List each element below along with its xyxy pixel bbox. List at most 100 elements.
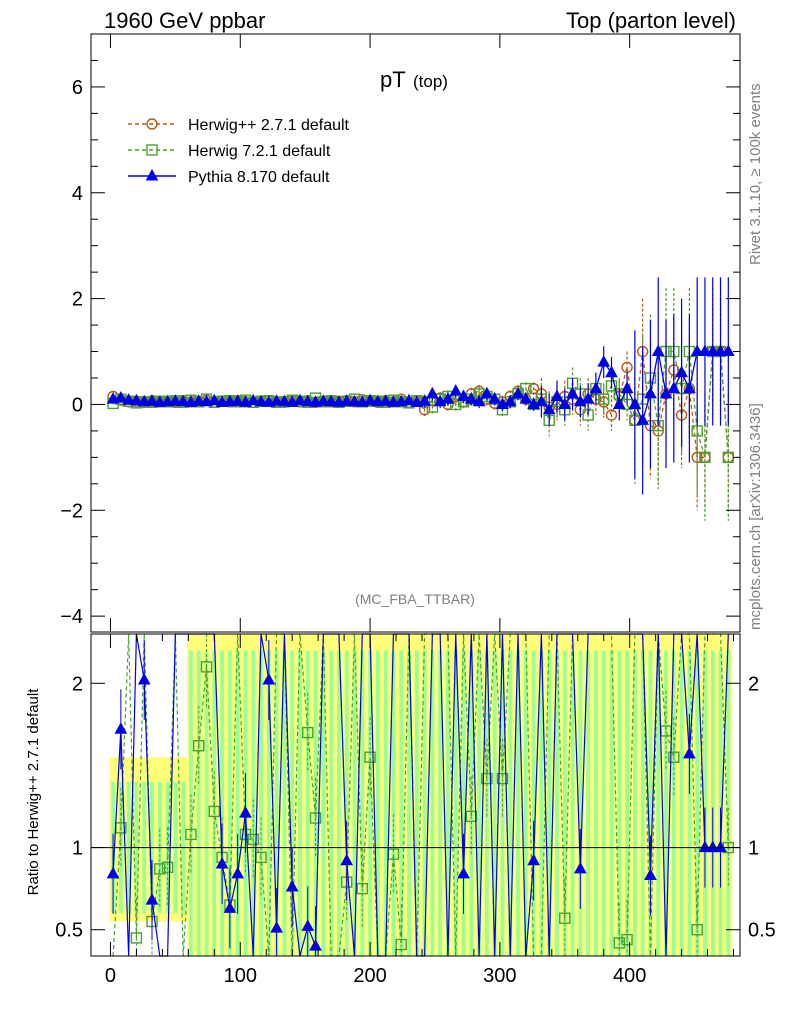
- band-stat: [531, 650, 536, 956]
- band-stat: [718, 650, 723, 956]
- main-series-triangle: [106, 277, 735, 495]
- ratio-frame: [90, 633, 741, 957]
- ratio-point: [301, 919, 315, 931]
- band-stat: [547, 650, 552, 956]
- band-stat: [438, 650, 443, 956]
- header-right-label: Top (parton level): [566, 8, 736, 33]
- data-point: [316, 394, 330, 406]
- rivet-version-label: Rivet 3.1.10, ≥ 100k events: [747, 83, 764, 265]
- ratio-y-tick-label-right: 1: [748, 838, 759, 860]
- ratio-y-tick-label-right: 0.5: [748, 920, 776, 942]
- data-point: [714, 344, 727, 357]
- band-stat: [344, 650, 349, 956]
- x-tick-label: 0: [105, 965, 116, 987]
- band-stat: [695, 650, 700, 956]
- data-point: [620, 381, 634, 394]
- ratio-point: [145, 893, 159, 905]
- ratio-axes: 0.5 0.5 1 1 2 2 0 100 200 300 400: [55, 634, 776, 987]
- data-point: [278, 394, 291, 407]
- band-stat: [352, 650, 357, 956]
- band-stat: [648, 650, 653, 956]
- data-point: [598, 393, 610, 405]
- main-frame: [90, 33, 741, 633]
- band-stat: [703, 650, 707, 956]
- data-point: [387, 395, 400, 407]
- data-point: [527, 382, 540, 395]
- band-stat: [189, 650, 193, 956]
- band-stat: [391, 650, 396, 956]
- band-stat: [664, 650, 668, 956]
- data-point: [122, 393, 135, 405]
- data-point: [675, 365, 688, 378]
- ratio-point: [340, 853, 354, 866]
- data-point: [137, 394, 151, 407]
- data-point: [698, 344, 712, 357]
- band-stat: [640, 650, 645, 956]
- ratio-point: [262, 672, 276, 685]
- band-stat: [422, 650, 427, 956]
- data-point: [176, 394, 190, 407]
- data-point: [371, 394, 385, 407]
- data-point: [379, 394, 392, 406]
- data-point: [153, 395, 167, 407]
- ratio-point: [114, 722, 128, 734]
- legend: Herwig++ 2.7.1 default Herwig 7.2.1 defau…: [128, 117, 350, 186]
- data-point: [215, 395, 229, 407]
- ratio-point: [574, 861, 587, 874]
- band-stat: [500, 650, 505, 956]
- data-point: [691, 425, 703, 437]
- band-stat: [726, 650, 731, 956]
- data-point: [636, 413, 649, 425]
- band-stat: [710, 650, 715, 956]
- band-stat: [492, 650, 497, 956]
- data-point: [628, 397, 642, 409]
- band-stat: [259, 650, 263, 956]
- band-stat: [227, 650, 232, 956]
- band-stat: [360, 650, 365, 956]
- band-stat: [516, 650, 520, 956]
- band-stat: [539, 650, 544, 956]
- data-point: [691, 451, 703, 464]
- band-stat: [290, 650, 295, 956]
- data-point: [161, 394, 174, 407]
- main-series-layer: [106, 277, 735, 521]
- ratio-point: [270, 921, 283, 933]
- ratio-point: [137, 672, 151, 685]
- data-point: [651, 344, 665, 357]
- ratio-y-tick-label: 0.5: [55, 920, 83, 942]
- data-point: [558, 397, 572, 409]
- ratio-point: [364, 751, 376, 763]
- data-point: [426, 386, 439, 399]
- data-point: [542, 402, 556, 415]
- data-point: [472, 394, 486, 407]
- ratio-point: [161, 861, 174, 873]
- band-stat: [235, 650, 240, 956]
- band-stat: [383, 650, 388, 956]
- data-point: [223, 394, 237, 407]
- x-tick-label: 200: [353, 965, 386, 987]
- ratio-uncertainty-bands: [109, 634, 733, 956]
- ratio-point: [706, 840, 720, 853]
- legend-label: Herwig++ 2.7.1 default: [188, 117, 350, 134]
- band-stat: [477, 650, 481, 956]
- band-stat: [687, 650, 692, 956]
- data-point: [207, 393, 221, 406]
- data-point: [426, 401, 439, 413]
- data-point: [418, 394, 431, 406]
- ratio-point: [154, 863, 166, 875]
- data-point: [293, 393, 307, 406]
- data-point: [550, 389, 564, 402]
- main-axes: −4 −2 0 2 4 6: [60, 34, 740, 632]
- band-stat: [570, 650, 575, 956]
- data-point: [511, 386, 525, 399]
- data-point: [597, 355, 611, 367]
- data-point: [566, 386, 579, 399]
- band-stat: [609, 650, 614, 956]
- ratio-point: [130, 932, 143, 944]
- data-point: [535, 394, 548, 407]
- main-panel: −4 −2 0 2 4 6 pT (top) (MC_FBA_TTBAR) Herwig+…: [60, 33, 741, 633]
- data-point: [503, 394, 517, 407]
- band-stat: [251, 650, 256, 956]
- ratio-point: [200, 661, 213, 673]
- band-stat: [446, 650, 450, 956]
